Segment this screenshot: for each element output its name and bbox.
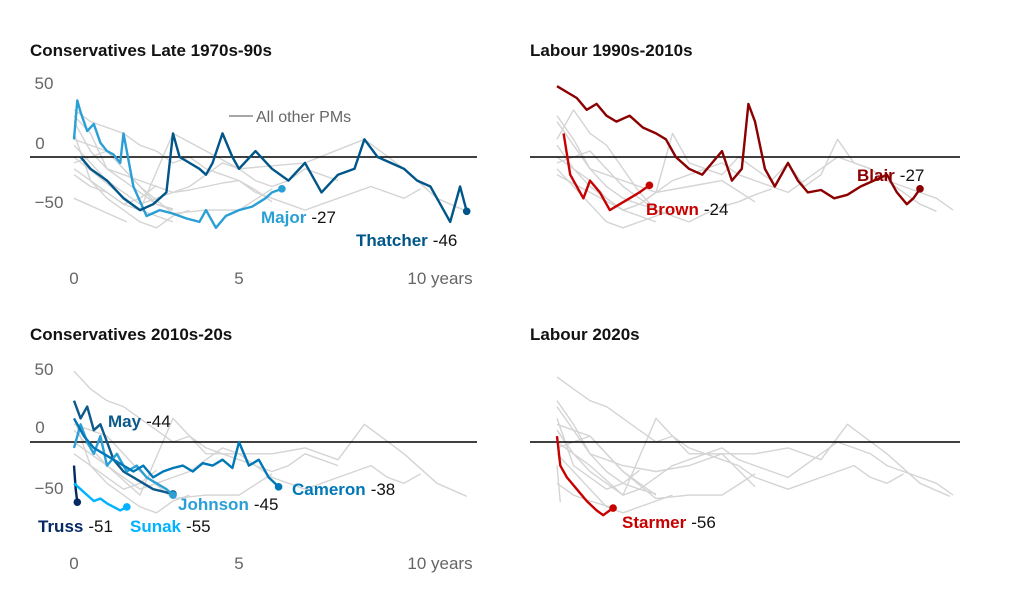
series-name: Sunak [130,517,182,536]
background-line-may [556,400,657,495]
series-final-value: -55 [186,517,211,536]
panel-title: Conservatives 2010s-20s [30,325,232,344]
panel-labour-2020s: Labour 2020s Starmer -56 [530,325,960,532]
series-label-johnson: Johnson -45 [178,495,278,514]
series-name: Blair [857,166,895,185]
background-line-blair [73,109,421,211]
series-name: Major [261,208,307,227]
background-line-sunak [73,197,128,223]
background-line-heath [556,168,673,229]
series-name: Cameron [292,480,366,499]
background-line-thatcher [73,417,467,497]
series-line-starmer [555,435,614,517]
series-name: Thatcher [356,231,428,250]
panel-title: Labour 1990s-2010s [530,41,693,60]
series-final-value: -27 [311,208,336,227]
y-tick-label: 0 [35,418,44,437]
background-line-sunak [556,482,610,508]
y-tick-label: 50 [35,74,54,93]
series-final-value: -24 [704,200,729,219]
series-line-cameron [72,417,280,488]
series-end-point-truss [73,498,82,506]
x-tick-label: 10 years [407,269,472,288]
series-line-truss [72,465,79,503]
series-label-sunak: Sunak -55 [130,517,211,536]
series-label-major: Major -27 [261,208,336,227]
panel-conservatives-2010s-20s: Conservatives 2010s-20s 50 0 −50 0 5 10 … [30,325,477,573]
series-end-point-sunak [123,503,131,511]
legend-label: All other PMs [256,109,351,126]
panel-title: Conservatives Late 1970s-90s [30,41,272,60]
series-end-point-starmer [609,504,617,512]
background-line-heath [73,168,190,229]
grey-series [556,376,954,514]
background-line-thatcher [556,417,950,497]
series-label-brown: Brown -24 [646,200,728,219]
panel-conservatives-1970s-90s: Conservatives Late 1970s-90s 50 0 −50 0 … [30,41,477,288]
hl-series [555,435,617,517]
series-end-point-major [278,185,286,193]
y-tick-label: −50 [35,193,64,212]
y-tick-label: 50 [35,360,54,379]
series-name: May [108,412,142,431]
series-label-cameron: Cameron -38 [292,480,395,499]
series-final-value: -56 [691,513,716,532]
y-tick-label: 0 [35,134,44,153]
series-label-truss: Truss -51 [38,517,113,536]
series-label-starmer: Starmer -56 [622,513,716,532]
series-final-value: -51 [88,517,113,536]
series-label-thatcher: Thatcher -46 [356,231,457,250]
x-tick-label: 5 [234,269,243,288]
background-line-blair [556,376,904,490]
series-end-point-cameron [274,483,283,491]
background-line-brown [73,418,157,490]
hl-series [72,99,471,230]
x-tick-label: 0 [69,554,78,573]
background-line-brown [73,133,157,205]
x-tick-label: 10 years [407,554,472,573]
grey-series [73,370,467,514]
series-end-point-brown [645,181,654,190]
series-label-blair: Blair -27 [857,166,924,185]
background-line-wilson [73,429,339,490]
series-final-value: -46 [433,231,458,250]
series-label-may: May -44 [108,412,171,431]
series-end-point-blair [916,185,924,193]
series-line-brown [562,133,651,212]
x-tick-label: 0 [69,269,78,288]
series-line-blair [556,85,921,206]
panel-labour-1990s-2010s: Labour 1990s-2010s Brown -24 Blair -27 [530,41,960,229]
background-line-may [556,115,657,210]
series-line-sunak [73,482,128,512]
series-name: Starmer [622,513,687,532]
series-line-johnson [72,423,174,496]
series-final-value: -45 [254,495,279,514]
series-final-value: -38 [371,480,396,499]
series-name: Truss [38,517,83,536]
series-end-point-johnson [169,491,177,499]
background-line-heath [73,453,190,514]
series-line-major [72,99,283,230]
background-line-callaghan [556,174,657,223]
series-final-value: -27 [900,166,925,185]
series-end-point-thatcher [462,207,471,216]
x-tick-label: 5 [234,554,243,573]
hl-series [72,400,283,512]
hl-series [556,85,924,212]
series-name: Johnson [178,495,249,514]
series-name: Brown [646,200,699,219]
series-line-thatcher [79,132,468,224]
panel-title: Labour 2020s [530,325,640,344]
series-final-value: -44 [146,412,171,431]
background-line-brown [556,418,640,490]
y-tick-label: −50 [35,479,64,498]
